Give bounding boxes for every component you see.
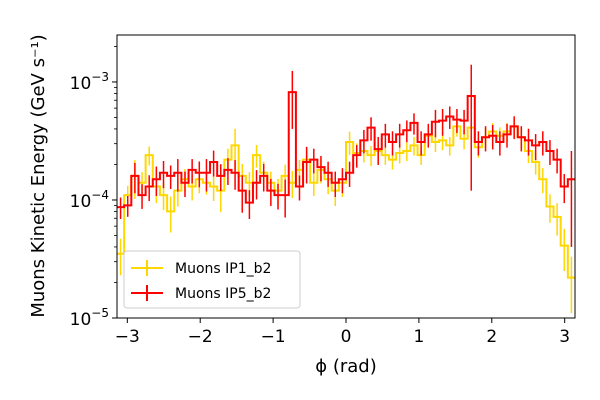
x-tick-label: 0 bbox=[341, 327, 352, 347]
y-tick-label: 10−5 bbox=[70, 306, 109, 330]
series-2 bbox=[117, 64, 575, 247]
x-tick-label: −3 bbox=[115, 327, 140, 347]
legend-box bbox=[123, 250, 301, 309]
y-tick-label: 10−3 bbox=[70, 70, 109, 94]
y-tick-label: 10−4 bbox=[70, 188, 109, 212]
x-tick-label: 2 bbox=[486, 327, 497, 347]
legend-entry-2: Muons IP5_b2 bbox=[131, 285, 271, 302]
x-axis-label: ϕ (rad) bbox=[315, 356, 377, 377]
legend-label: Muons IP5_b2 bbox=[175, 286, 271, 302]
x-tick-label: −2 bbox=[188, 327, 213, 347]
x-tick-label: 3 bbox=[559, 327, 570, 347]
axis-layer: −3 −2 −1 0 1 2 3 10−5 10−4 10−3 bbox=[70, 46, 570, 347]
legend-entry-1: Muons IP1_b2 bbox=[131, 260, 271, 277]
x-tick-label: 1 bbox=[413, 327, 424, 347]
series-layer bbox=[117, 64, 575, 314]
legend: Muons IP1_b2 Muons IP5_b2 bbox=[123, 250, 301, 309]
legend-label: Muons IP1_b2 bbox=[175, 261, 271, 277]
x-tick-label: −1 bbox=[261, 327, 286, 347]
y-axis-label: Muons Kinetic Energy (GeV s⁻¹) bbox=[28, 34, 49, 317]
